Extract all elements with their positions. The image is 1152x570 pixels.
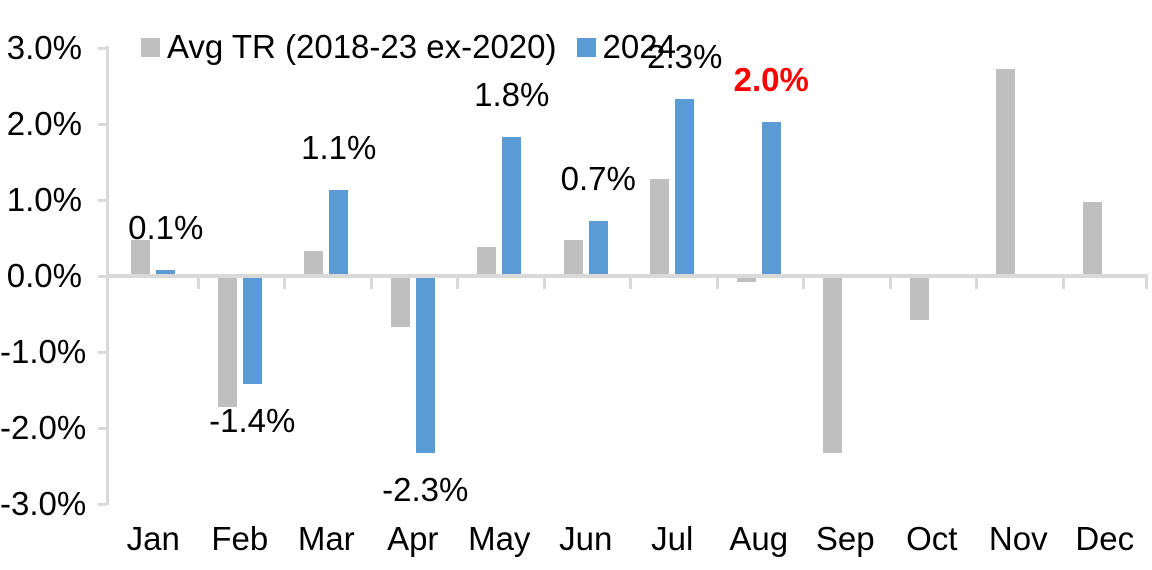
bar-2024-apr bbox=[415, 278, 435, 453]
x-axis-label-jun: Jun bbox=[559, 520, 613, 557]
x-axis-label-jan: Jan bbox=[126, 520, 180, 557]
x-axis-label-sep: Sep bbox=[815, 520, 875, 557]
x-axis-zero-line bbox=[106, 274, 1148, 278]
data-label-mar: 1.1% bbox=[301, 129, 377, 167]
bar-2024-feb bbox=[242, 278, 262, 385]
data-label-feb: -1.4% bbox=[209, 402, 296, 440]
y-axis-tick bbox=[98, 351, 106, 354]
x-axis-tick bbox=[975, 278, 978, 289]
data-label-jun: 0.7% bbox=[560, 159, 636, 197]
x-axis-label-apr: Apr bbox=[387, 520, 439, 557]
bar-avg-tr-sep bbox=[823, 278, 843, 453]
bar-avg-tr-jul bbox=[650, 179, 670, 274]
y-axis-tick bbox=[98, 275, 106, 278]
bar-avg-tr-jun bbox=[563, 239, 583, 274]
x-axis-tick bbox=[456, 278, 459, 289]
x-axis-tick bbox=[283, 278, 286, 289]
legend-swatch-icon bbox=[141, 37, 160, 57]
x-axis-label-oct: Oct bbox=[906, 520, 958, 557]
y-axis-label: 1.0% bbox=[6, 181, 82, 218]
y-axis-label: 3.0% bbox=[6, 29, 82, 66]
y-axis-label: 2.0% bbox=[6, 105, 82, 142]
legend-swatch-icon bbox=[576, 37, 596, 57]
bar-2024-jun bbox=[588, 220, 608, 274]
data-label-apr: -2.3% bbox=[382, 470, 469, 508]
x-axis-label-jul: Jul bbox=[651, 520, 694, 557]
legend-label: Avg TR (2018-23 ex-2020) bbox=[167, 28, 557, 65]
legend-item-avg-tr: Avg TR (2018-23 ex-2020) bbox=[141, 30, 557, 64]
x-axis-label-aug: Aug bbox=[729, 520, 789, 557]
data-label-jul: 2.3% bbox=[647, 38, 723, 76]
bar-2024-aug bbox=[761, 122, 781, 274]
x-axis-tick bbox=[1145, 278, 1148, 289]
bar-avg-tr-mar bbox=[304, 251, 324, 274]
bar-avg-tr-apr bbox=[390, 278, 410, 328]
bar-avg-tr-may bbox=[477, 247, 497, 274]
x-axis-label-mar: Mar bbox=[297, 520, 355, 557]
bar-avg-tr-oct bbox=[909, 278, 929, 320]
x-axis-tick bbox=[715, 278, 719, 289]
y-axis-label: -2.0% bbox=[0, 409, 87, 446]
y-axis-tick bbox=[98, 47, 106, 50]
y-axis-label: 0.0% bbox=[6, 257, 82, 294]
x-axis-tick bbox=[802, 278, 805, 289]
bar-2024-mar bbox=[329, 190, 349, 274]
x-axis-label-feb: Feb bbox=[211, 520, 269, 557]
x-axis-label-nov: Nov bbox=[988, 520, 1048, 557]
y-axis-tick bbox=[98, 427, 106, 430]
y-axis-tick bbox=[98, 199, 106, 202]
bar-2024-jul bbox=[675, 99, 695, 274]
x-axis-tick bbox=[196, 278, 200, 289]
x-axis-tick bbox=[1061, 278, 1065, 289]
bar-avg-tr-jan bbox=[131, 239, 151, 274]
data-label-may: 1.8% bbox=[474, 76, 550, 114]
bar-avg-tr-feb bbox=[217, 278, 237, 408]
y-axis-tick bbox=[98, 503, 106, 506]
y-axis-label: -3.0% bbox=[0, 485, 87, 522]
x-axis-tick bbox=[369, 278, 373, 289]
x-axis-tick bbox=[542, 278, 546, 289]
bar-2024-jan bbox=[156, 270, 176, 274]
bar-2024-may bbox=[502, 137, 522, 274]
legend-item-2024: 2024 bbox=[576, 28, 676, 65]
x-axis-label-may: May bbox=[468, 520, 531, 557]
y-axis-label: -1.0% bbox=[0, 333, 87, 370]
bar-avg-tr-aug bbox=[736, 278, 756, 282]
data-label-aug: 2.0% bbox=[733, 61, 809, 98]
legend: Avg TR (2018-23 ex-2020) 2024 bbox=[141, 30, 676, 64]
bar-avg-tr-dec bbox=[1082, 201, 1102, 274]
legend-label: 2024 bbox=[602, 28, 676, 65]
x-axis-tick bbox=[629, 278, 632, 289]
data-label-jan: 0.1% bbox=[128, 209, 204, 247]
y-axis-tick bbox=[98, 123, 106, 126]
x-axis-tick bbox=[888, 278, 892, 289]
x-axis-label-dec: Dec bbox=[1075, 520, 1135, 557]
bar-avg-tr-nov bbox=[996, 68, 1016, 274]
